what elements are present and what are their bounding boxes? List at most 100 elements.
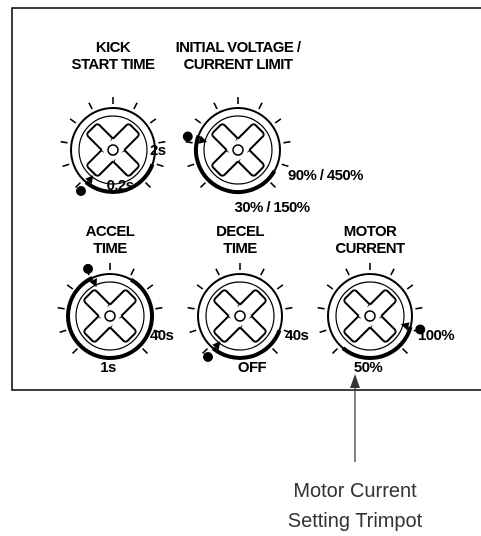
rotor-centre: [104, 310, 116, 322]
tick: [146, 284, 154, 290]
tick: [62, 163, 70, 168]
rotor-centre: [364, 310, 376, 322]
tick: [260, 268, 265, 276]
rotor: [211, 123, 265, 177]
tick: [285, 306, 293, 310]
tick: [331, 347, 339, 355]
callout-text: Motor Current: [293, 480, 417, 502]
tick: [345, 268, 350, 276]
tick: [258, 102, 263, 110]
knob-arc: [194, 134, 277, 194]
rotor: [343, 289, 397, 343]
max-label: 90% / 450%: [288, 167, 363, 184]
tick: [201, 347, 209, 355]
pointer: [400, 322, 410, 331]
max-label: 100%: [418, 327, 454, 344]
min-label: 0,2s: [107, 177, 134, 194]
rotor: [86, 123, 140, 177]
max-label: 40s: [150, 327, 173, 344]
tick: [401, 347, 409, 355]
tick: [60, 140, 68, 144]
knob-label: TIME: [93, 240, 127, 257]
tick: [153, 329, 161, 334]
min-label: 30% / 150%: [235, 199, 310, 216]
tick: [194, 118, 202, 124]
rotor-centre: [107, 144, 119, 156]
knob-label: ACCEL: [86, 223, 135, 240]
panel-border: [11, 7, 481, 391]
position-dot: [415, 324, 426, 335]
tick: [317, 306, 325, 310]
tick: [88, 102, 93, 110]
max-label: 2s: [150, 142, 166, 159]
tick: [319, 329, 327, 334]
knob-label: CURRENT LIMIT: [184, 56, 293, 73]
tick: [213, 102, 218, 110]
tick: [281, 163, 289, 168]
knob-arc: [84, 163, 155, 194]
tick: [283, 329, 291, 334]
tick: [130, 268, 135, 276]
knob-label: CURRENT: [335, 240, 405, 257]
tick: [185, 140, 193, 144]
tick: [189, 329, 197, 334]
tick: [71, 347, 79, 355]
knob-label: KICK: [96, 39, 131, 56]
knob-arc: [341, 326, 413, 360]
tick: [274, 118, 282, 124]
rotor-centre: [232, 144, 244, 156]
tick: [269, 181, 277, 189]
tick: [156, 163, 164, 168]
knob-label: START TIME: [72, 56, 155, 73]
knob-label: MOTOR: [344, 223, 397, 240]
rotor: [83, 289, 137, 343]
tick: [390, 268, 395, 276]
tick: [406, 284, 414, 290]
knob-label: TIME: [223, 240, 257, 257]
pointer: [85, 175, 94, 184]
rotor-centre: [234, 310, 246, 322]
tick: [66, 284, 74, 290]
tick: [155, 306, 163, 310]
knob-label: DECEL: [216, 223, 264, 240]
tick: [326, 284, 334, 290]
tick: [276, 284, 284, 290]
callout-text: Setting Trimpot: [288, 510, 423, 532]
pointer: [89, 278, 97, 287]
tick: [158, 140, 166, 144]
max-label: 40s: [285, 327, 308, 344]
trimpot: INITIAL VOLTAGE /CURRENT LIMIT 30% / 150%…: [176, 39, 364, 216]
tick: [59, 329, 67, 334]
knob-label: INITIAL VOLTAGE /: [176, 39, 302, 56]
tick: [74, 181, 82, 189]
tick: [187, 163, 195, 168]
position-dot: [83, 263, 94, 274]
tick: [141, 347, 149, 355]
tick: [271, 347, 279, 355]
tick: [133, 102, 138, 110]
position-dot: [202, 351, 213, 362]
tick: [69, 118, 77, 124]
tick: [283, 140, 291, 144]
tick: [57, 306, 65, 310]
tick: [187, 306, 195, 310]
tick: [415, 306, 423, 310]
tick: [149, 118, 157, 124]
pointer: [212, 341, 221, 350]
tick: [196, 284, 204, 290]
min-label: OFF: [238, 359, 267, 376]
tick: [215, 268, 220, 276]
knob-arc: [211, 329, 282, 360]
tick: [199, 181, 207, 189]
tick: [144, 181, 152, 189]
knob-arc: [66, 276, 154, 360]
min-label: 50%: [354, 359, 382, 376]
rotor: [213, 289, 267, 343]
callout-arrow: [350, 374, 360, 388]
